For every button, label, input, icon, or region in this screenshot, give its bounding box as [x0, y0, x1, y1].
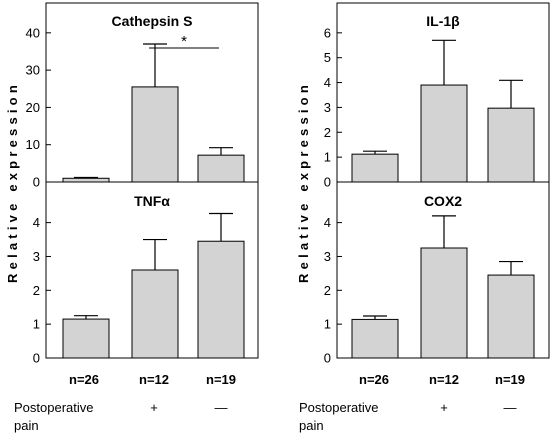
panel3-bar-0	[62, 318, 110, 359]
panel1-significance-marker: *	[181, 33, 187, 50]
panel1-bar-2	[197, 154, 245, 183]
panel2-ytick-label-5: 5	[324, 50, 331, 65]
panel3-ytick-label-0: 0	[33, 351, 40, 366]
panel3-bar-1	[131, 269, 179, 359]
panel3-ytick-label-3: 3	[33, 249, 40, 264]
group-label-right-3: n=19	[495, 372, 525, 387]
panel4-ytick-label-2: 2	[324, 283, 331, 298]
pain-value-right-plus: +	[440, 400, 448, 415]
panel1-ytick-label-4: 40	[26, 25, 40, 40]
panel2-ytick-label-1: 1	[324, 150, 331, 165]
panel3-ytick-label-4: 4	[33, 215, 40, 230]
panel2-bar-0	[351, 153, 399, 183]
panel3-ytick-label-1: 1	[33, 317, 40, 332]
panel2-ytick-label-2: 2	[324, 125, 331, 140]
panel4-ytick-label-4: 4	[324, 215, 331, 230]
panel1-ytick-label-3: 30	[26, 63, 40, 78]
panel1-bar-1	[131, 86, 179, 183]
panel4-ytick-label-3: 3	[324, 249, 331, 264]
panel1-ytick-label-2: 20	[26, 100, 40, 115]
panel4-bar-0	[351, 318, 399, 359]
pain-value-left-plus: +	[150, 400, 158, 415]
panel1-ytick-label-0: 0	[33, 175, 40, 190]
panel2-ytick-label-4: 4	[324, 75, 331, 90]
pain-value-left-minus: —	[215, 400, 228, 415]
pain-label-right: Postoperative	[299, 400, 379, 415]
panel2-bar-2	[487, 107, 535, 183]
group-label-left-2: n=12	[139, 372, 169, 387]
panel2-ytick-label-6: 6	[324, 25, 331, 40]
panel3-title: TNFα	[134, 193, 170, 209]
panel4-title: COX2	[424, 193, 462, 209]
panel2-ytick-label-0: 0	[324, 175, 331, 190]
panel2-ytick-label-3: 3	[324, 100, 331, 115]
panel4-ytick-label-0: 0	[324, 351, 331, 366]
panel2-bar-1	[420, 84, 468, 183]
y-axis-label-left: Relative expression	[5, 81, 20, 283]
panel1-title: Cathepsin S	[112, 13, 193, 29]
panel3-ytick-label-2: 2	[33, 283, 40, 298]
group-label-right-2: n=12	[429, 372, 459, 387]
pain-label-left-line2: pain	[14, 418, 39, 433]
group-label-left-3: n=19	[206, 372, 236, 387]
group-label-left-1: n=26	[69, 372, 99, 387]
pain-value-right-minus: —	[504, 400, 517, 415]
chart-marks: Cathepsin S010203040*IL-1β0123456TNFα012…	[26, 13, 535, 366]
group-label-right-1: n=26	[359, 372, 389, 387]
pain-label-left: Postoperative	[14, 400, 94, 415]
panel1-bar-0	[62, 177, 110, 183]
panel4-ytick-label-1: 1	[324, 317, 331, 332]
panel4-bar-1	[420, 247, 468, 359]
panel2-title: IL-1β	[426, 13, 460, 29]
pain-label-right-line2: pain	[299, 418, 324, 433]
y-axis-label-right: Relative expression	[296, 81, 311, 283]
panel1-ytick-label-1: 10	[26, 137, 40, 152]
panel3-bar-2	[197, 240, 245, 359]
panel4-bar-2	[487, 274, 535, 359]
